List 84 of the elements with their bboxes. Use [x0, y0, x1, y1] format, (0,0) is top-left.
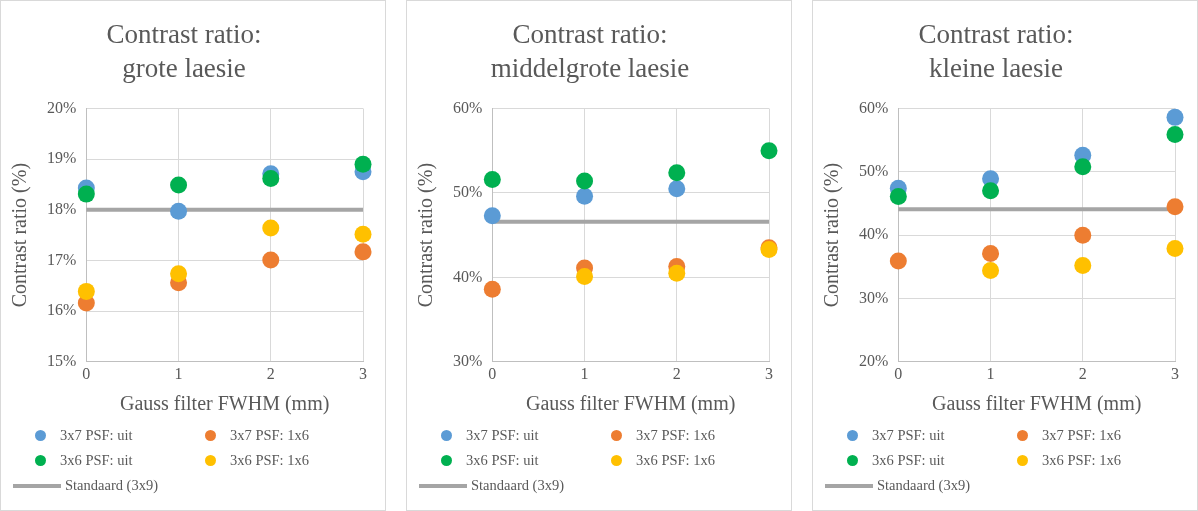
legend-label: 3x6 PSF: uit	[872, 452, 945, 469]
x-axis-title: Gauss filter FWHM (mm)	[525, 392, 736, 416]
point	[982, 182, 1000, 200]
legend-label: Standaard (3x9)	[65, 477, 159, 494]
point	[1166, 239, 1184, 257]
x-axis-title: Gauss filter FWHM (mm)	[119, 392, 330, 416]
chart-title: Contrast ratio: kleine laesie	[918, 18, 1074, 83]
point	[982, 245, 1000, 263]
x-tick-label: 0	[82, 364, 91, 382]
legend-label: 3x6 PSF: uit	[60, 452, 133, 469]
point	[1166, 108, 1184, 126]
y-axis-title: Contrast ratio (%)	[8, 162, 32, 308]
point	[1074, 158, 1092, 176]
y-axis-title: Contrast ratio (%)	[414, 162, 438, 308]
point	[262, 251, 280, 269]
y-tick-label: 30%	[453, 352, 483, 369]
y-tick-label: 16%	[47, 301, 77, 319]
x-tick-label: 3	[1171, 364, 1179, 382]
point	[354, 243, 372, 261]
point	[77, 185, 95, 203]
y-tick-label: 15%	[47, 352, 77, 369]
x-tick-label: 2	[1078, 364, 1087, 382]
point	[668, 264, 686, 282]
legend-label: 3x7 PSF: uit	[872, 427, 945, 444]
y-tick-label: 50%	[859, 162, 889, 180]
point	[576, 268, 594, 286]
x-tick-label: 0	[894, 364, 903, 382]
legend-label: Standaard (3x9)	[471, 477, 565, 494]
x-tick-label: 2	[266, 364, 275, 382]
point	[170, 265, 188, 283]
y-tick-label: 19%	[47, 149, 77, 167]
y-tick-label: 50%	[453, 183, 483, 201]
point	[1074, 257, 1092, 275]
point	[889, 252, 907, 270]
point	[262, 219, 280, 237]
y-axis-title: Contrast ratio (%)	[820, 162, 844, 308]
point	[1166, 125, 1184, 143]
legend-label: 3x6 PSF: 1x6	[636, 452, 715, 469]
chart-title: Contrast ratio: middelgrote laesie	[490, 18, 690, 83]
x-axis-title: Gauss filter FWHM (mm)	[931, 392, 1142, 416]
y-tick-label: 18%	[47, 200, 77, 218]
y-tick-label: 60%	[859, 98, 889, 116]
x-tick-label: 1	[174, 364, 183, 382]
legend-label: 3x7 PSF: 1x6	[1042, 427, 1121, 444]
point	[354, 155, 372, 173]
legend-label: 3x6 PSF: 1x6	[1042, 452, 1121, 469]
point	[889, 188, 907, 206]
point	[760, 142, 778, 160]
point	[668, 180, 686, 198]
y-tick-label: 17%	[47, 250, 77, 268]
x-tick-label: 0	[488, 364, 497, 382]
y-tick-label: 60%	[453, 98, 483, 116]
point	[576, 172, 594, 190]
point	[576, 187, 594, 205]
point	[982, 262, 1000, 280]
chart-title: Contrast ratio: grote laesie	[106, 18, 262, 83]
point	[262, 169, 280, 187]
point	[77, 282, 95, 300]
legend-label: 3x6 PSF: uit	[466, 452, 539, 469]
legend-label: Standaard (3x9)	[877, 477, 971, 494]
point	[483, 170, 501, 188]
y-tick-label: 40%	[859, 225, 889, 243]
x-tick-label: 1	[580, 364, 589, 382]
legend-label: 3x7 PSF: 1x6	[230, 427, 309, 444]
point	[668, 164, 686, 182]
y-tick-label: 40%	[453, 267, 483, 285]
point	[354, 225, 372, 243]
point	[483, 207, 501, 225]
x-tick-label: 1	[986, 364, 995, 382]
x-tick-label: 2	[672, 364, 681, 382]
point	[1166, 198, 1184, 216]
point	[483, 280, 501, 298]
legend-label: 3x6 PSF: 1x6	[230, 452, 309, 469]
point	[170, 202, 188, 220]
y-tick-label: 30%	[859, 288, 889, 306]
y-tick-label: 20%	[859, 352, 889, 369]
y-tick-label: 20%	[47, 98, 77, 116]
x-tick-label: 3	[765, 364, 773, 382]
legend-label: 3x7 PSF: 1x6	[636, 427, 715, 444]
point	[170, 176, 188, 194]
point	[1074, 226, 1092, 244]
legend-label: 3x7 PSF: uit	[60, 427, 133, 444]
x-tick-label: 3	[359, 364, 367, 382]
legend-label: 3x7 PSF: uit	[466, 427, 539, 444]
